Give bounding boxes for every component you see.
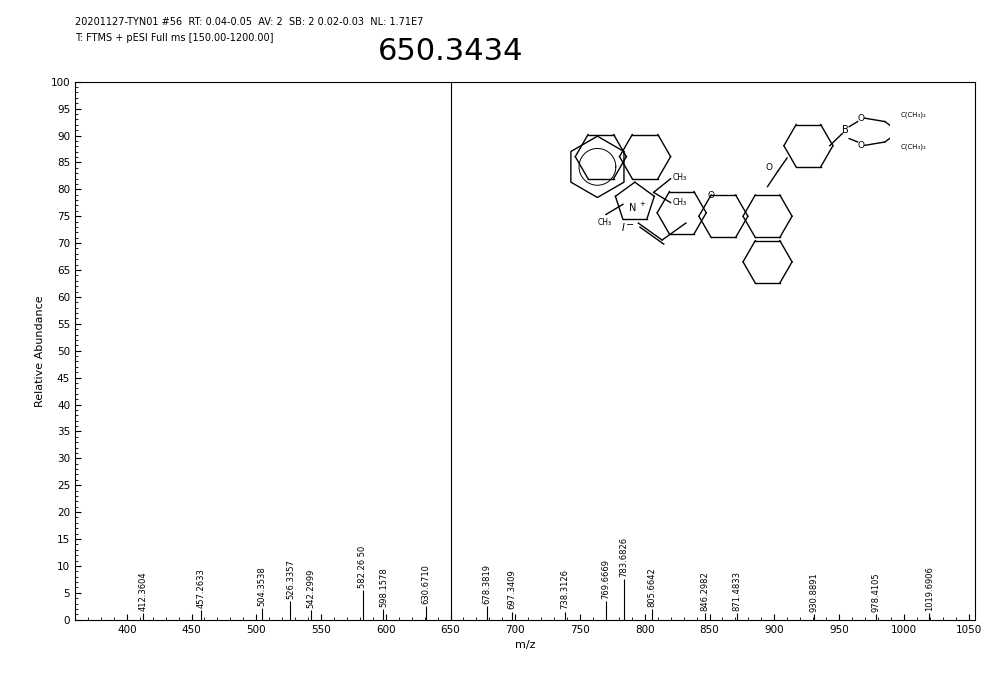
- Text: 598.1578: 598.1578: [379, 567, 388, 607]
- Text: 697.3409: 697.3409: [507, 570, 516, 609]
- Text: 504.3538: 504.3538: [257, 566, 266, 605]
- Text: 769.6669: 769.6669: [601, 558, 610, 599]
- Text: 630.6710: 630.6710: [421, 565, 430, 604]
- Text: 20201127-TYN01 #56  RT: 0.04-0.05  AV: 2  SB: 2 0.02-0.03  NL: 1.71E7: 20201127-TYN01 #56 RT: 0.04-0.05 AV: 2 S…: [75, 17, 423, 27]
- Text: 526.3357: 526.3357: [286, 559, 295, 599]
- Text: −: −: [626, 220, 634, 229]
- Text: 805.6642: 805.6642: [648, 567, 657, 607]
- Y-axis label: Relative Abundance: Relative Abundance: [35, 295, 45, 407]
- Text: 846.2982: 846.2982: [700, 571, 709, 611]
- Text: 871.4833: 871.4833: [733, 571, 742, 611]
- Text: O: O: [858, 141, 865, 150]
- Text: CH₃: CH₃: [672, 172, 686, 182]
- Text: 738.3126: 738.3126: [560, 569, 569, 609]
- Text: N: N: [629, 203, 637, 212]
- Text: I: I: [621, 223, 624, 233]
- Text: 650.3434: 650.3434: [378, 37, 524, 65]
- X-axis label: m/z: m/z: [515, 640, 535, 650]
- Text: 978.4105: 978.4105: [871, 573, 880, 612]
- Text: O: O: [766, 163, 773, 172]
- Text: 457.2633: 457.2633: [196, 568, 205, 608]
- Text: 930.8891: 930.8891: [810, 573, 819, 612]
- Text: 582.26 50: 582.26 50: [358, 545, 367, 588]
- Text: C(CH₃)₂: C(CH₃)₂: [900, 112, 926, 118]
- Text: 542.2999: 542.2999: [307, 569, 316, 608]
- Text: B: B: [842, 125, 849, 135]
- Text: 783.6826: 783.6826: [619, 537, 628, 577]
- Text: CH₃: CH₃: [672, 198, 686, 207]
- Text: 412.3604: 412.3604: [138, 571, 147, 611]
- Text: C(CH₃)₂: C(CH₃)₂: [900, 144, 926, 151]
- Text: CH₃: CH₃: [597, 218, 611, 227]
- Text: 678.3819: 678.3819: [483, 564, 492, 604]
- Text: +: +: [639, 202, 645, 207]
- Text: T: FTMS + pESI Full ms [150.00-1200.00]: T: FTMS + pESI Full ms [150.00-1200.00]: [75, 33, 274, 43]
- Text: 1019.6906: 1019.6906: [925, 566, 934, 611]
- Text: O: O: [708, 191, 715, 200]
- Text: O: O: [858, 114, 865, 123]
